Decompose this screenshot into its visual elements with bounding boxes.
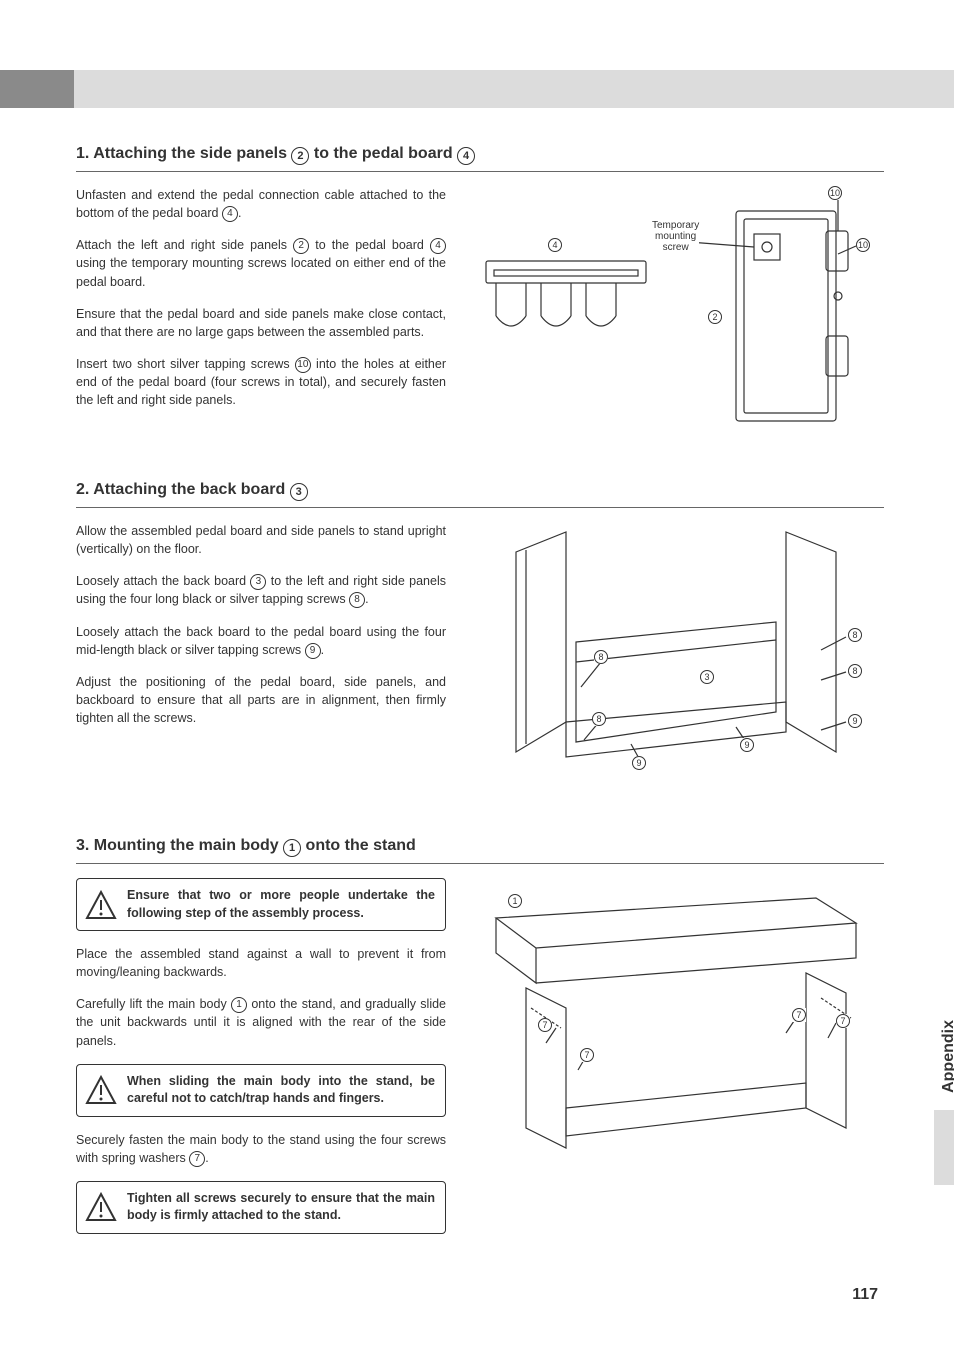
header-bar [0,70,954,108]
warning-text: Ensure that two or more people undertake… [127,888,435,920]
paragraph: Unfasten and extend the pedal connection… [76,186,446,222]
heading-text: Attaching the back board [93,481,289,498]
section-3-heading: 3. Mounting the main body 1 onto the sta… [76,837,884,864]
section-2-body: Allow the assembled pedal board and side… [76,522,884,797]
section-3-text: Ensure that two or more people undertake… [76,878,446,1248]
circled-ref: 2 [291,147,309,165]
paragraph: Allow the assembled pedal board and side… [76,522,446,558]
side-tab-stripe [934,1110,954,1185]
diagram-ref: 8 [848,628,862,642]
diagram-ref: 7 [836,1014,850,1028]
section-2-text: Allow the assembled pedal board and side… [76,522,446,797]
diagram-ref: 8 [594,650,608,664]
paragraph: Carefully lift the main body 1 onto the … [76,995,446,1049]
warning-icon [85,890,117,920]
warning-text: When sliding the main body into the stan… [127,1074,435,1106]
diagram-ref: 9 [740,738,754,752]
circled-ref: 3 [290,483,308,501]
diagram-ref: 2 [708,310,722,324]
section-2-diagram: 3 8 8 8 8 9 9 9 [476,522,876,797]
warning-icon [85,1075,117,1105]
section-1-diagram: 4 2 10 10 Temporarymountingscrew [476,186,876,441]
side-tab-label: Appendix [940,1020,954,1093]
warning-box: Tighten all screws securely to ensure th… [76,1181,446,1234]
diagram-ref: 10 [856,238,870,252]
paragraph: Insert two short silver tapping screws 1… [76,355,446,409]
section-3-body: Ensure that two or more people undertake… [76,878,884,1248]
paragraph: Attach the left and right side panels 2 … [76,236,446,290]
diagram-ref: 9 [848,714,862,728]
warning-icon [85,1192,117,1222]
warning-text: Tighten all screws securely to ensure th… [127,1191,435,1223]
heading-num: 1. [76,145,89,162]
diagram-ref: 8 [848,664,862,678]
heading-text: to the pedal board [309,145,457,162]
diagram-2-svg [476,522,876,792]
paragraph: Ensure that the pedal board and side pan… [76,305,446,341]
diagram-ref: 7 [792,1008,806,1022]
section-1-body: Unfasten and extend the pedal connection… [76,186,884,441]
section-2-heading: 2. Attaching the back board 3 [76,481,884,508]
diagram-ref: 3 [700,670,714,684]
warning-box: When sliding the main body into the stan… [76,1064,446,1117]
paragraph: Adjust the positioning of the pedal boar… [76,673,446,727]
section-1-text: Unfasten and extend the pedal connection… [76,186,446,441]
paragraph: Place the assembled stand against a wall… [76,945,446,981]
section-1-heading: 1. Attaching the side panels 2 to the pe… [76,145,884,172]
heading-num: 3. [76,837,89,854]
header-bar-accent [0,70,74,108]
page-content: 1. Attaching the side panels 2 to the pe… [76,145,884,1288]
paragraph: Securely fasten the main body to the sta… [76,1131,446,1167]
paragraph: Loosely attach the back board 3 to the l… [76,572,446,608]
diagram-ref: 7 [580,1048,594,1062]
circled-ref: 4 [457,147,475,165]
section-3-diagram: 1 7 7 7 7 [476,878,876,1248]
circled-ref: 1 [283,839,301,857]
diagram-ref: 1 [508,894,522,908]
page-number: 117 [852,1286,878,1304]
diagram-ref: 8 [592,712,606,726]
diagram-ref: 4 [548,238,562,252]
diagram-ref: 7 [538,1018,552,1032]
paragraph: Loosely attach the back board to the ped… [76,623,446,659]
diagram-label-text: Temporarymountingscrew [652,220,699,253]
heading-text: onto the stand [301,837,416,854]
warning-box: Ensure that two or more people undertake… [76,878,446,931]
heading-text: Mounting the main body [94,837,283,854]
heading-num: 2. [76,481,89,498]
diagram-ref: 9 [632,756,646,770]
diagram-3-svg [476,878,876,1158]
diagram-ref: 10 [828,186,842,200]
heading-text: Attaching the side panels [93,145,291,162]
